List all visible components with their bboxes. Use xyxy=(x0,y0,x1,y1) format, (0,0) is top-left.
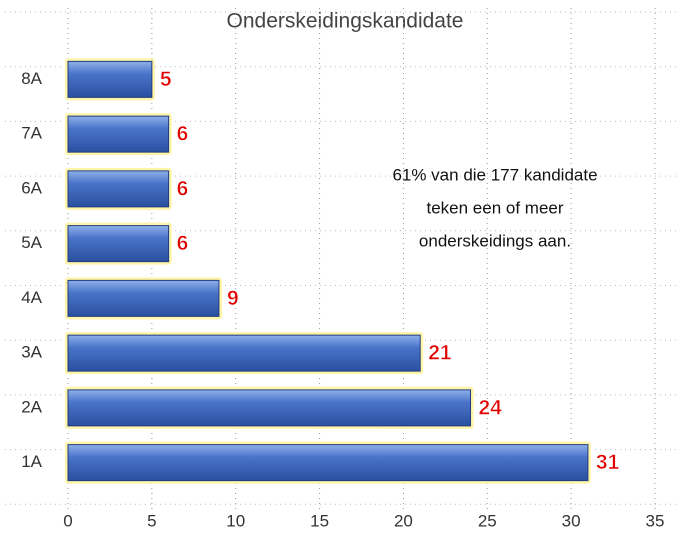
value-label: 6 xyxy=(177,123,189,146)
value-label: 6 xyxy=(177,177,189,200)
chart-title: Onderskeidingskandidate xyxy=(227,10,464,33)
value-label: 21 xyxy=(428,342,452,365)
value-label: 31 xyxy=(596,451,620,474)
x-tick-label: 25 xyxy=(478,511,497,530)
value-label: 24 xyxy=(479,396,503,419)
x-tick-label: 15 xyxy=(310,511,329,530)
x-tick-label: 35 xyxy=(646,511,665,530)
y-tick-label: 8A xyxy=(21,69,42,88)
value-label: 9 xyxy=(227,287,239,310)
x-tick-label: 30 xyxy=(562,511,581,530)
x-tick-label: 10 xyxy=(226,511,245,530)
x-tick-label: 0 xyxy=(63,511,72,530)
bar xyxy=(67,60,153,98)
x-tick-label: 5 xyxy=(147,511,156,530)
value-label: 6 xyxy=(177,232,189,255)
bar xyxy=(67,389,472,427)
annotation: onderskeidings aan. xyxy=(419,231,571,250)
bar xyxy=(67,115,170,153)
bar xyxy=(67,170,170,208)
y-tick-label: 2A xyxy=(21,397,42,416)
bar xyxy=(67,225,170,263)
y-tick-label: 7A xyxy=(21,124,42,143)
bar xyxy=(67,334,421,372)
y-tick-label: 5A xyxy=(21,233,42,252)
annotation: teken een of meer xyxy=(426,198,563,217)
value-label: 5 xyxy=(160,68,172,91)
y-tick-label: 6A xyxy=(21,178,42,197)
x-tick-label: 20 xyxy=(394,511,413,530)
y-tick-label: 4A xyxy=(21,288,42,307)
bar xyxy=(67,444,589,482)
annotation: 61% van die 177 kandidate xyxy=(392,165,597,184)
y-tick-label: 3A xyxy=(21,343,42,362)
y-tick-label: 1A xyxy=(21,452,42,471)
bar xyxy=(67,279,220,317)
